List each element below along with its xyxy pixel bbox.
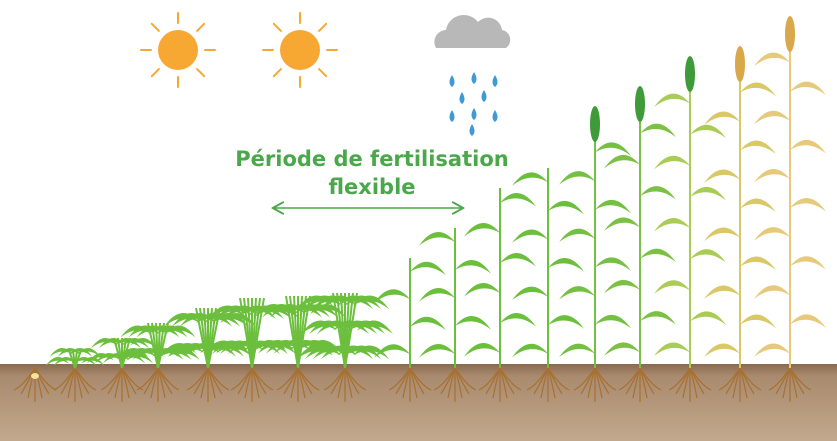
leaf bbox=[654, 94, 690, 108]
leaf bbox=[690, 249, 726, 263]
leaf bbox=[690, 125, 726, 139]
annotation-line: Période de fertilisation bbox=[235, 147, 508, 171]
rain-drop bbox=[493, 110, 498, 122]
leaf bbox=[455, 316, 491, 330]
leaf bbox=[654, 342, 690, 356]
leaf bbox=[604, 280, 640, 294]
leaf bbox=[640, 124, 676, 138]
ear bbox=[685, 56, 695, 92]
leaf bbox=[500, 193, 536, 207]
sun bbox=[158, 30, 198, 70]
leaf bbox=[419, 288, 455, 302]
leaf bbox=[790, 256, 826, 270]
leaf bbox=[559, 286, 595, 300]
leaf bbox=[740, 141, 776, 155]
leaf bbox=[512, 344, 548, 358]
leaf bbox=[690, 311, 726, 325]
ear bbox=[635, 86, 645, 122]
leaf bbox=[464, 343, 500, 357]
leaf bbox=[704, 170, 740, 184]
leaf bbox=[595, 315, 631, 329]
leaf bbox=[604, 217, 640, 231]
leaf bbox=[790, 314, 826, 328]
leaf bbox=[559, 229, 595, 243]
leaf bbox=[604, 342, 640, 356]
leaf bbox=[690, 187, 726, 201]
leaf bbox=[419, 232, 455, 246]
leaf bbox=[754, 285, 790, 299]
leaf bbox=[704, 344, 740, 358]
sun bbox=[280, 30, 320, 70]
sun-ray bbox=[274, 69, 281, 76]
rain-drop bbox=[470, 124, 475, 136]
ear bbox=[735, 46, 745, 82]
leaf bbox=[548, 201, 584, 215]
leaf bbox=[548, 315, 584, 329]
leaf bbox=[740, 199, 776, 213]
leaf bbox=[410, 317, 446, 331]
sun-ray bbox=[152, 69, 159, 76]
leaf bbox=[704, 112, 740, 126]
leaf bbox=[704, 228, 740, 242]
sun-ray bbox=[197, 69, 204, 76]
rain-drop bbox=[493, 75, 498, 87]
leaf bbox=[754, 111, 790, 125]
leaf bbox=[790, 82, 826, 96]
leaf bbox=[654, 156, 690, 170]
ear bbox=[590, 106, 600, 142]
leaf bbox=[754, 227, 790, 241]
sun-ray bbox=[319, 69, 326, 76]
leaf bbox=[455, 260, 491, 274]
sun-ray bbox=[152, 24, 159, 31]
leaf bbox=[512, 287, 548, 301]
leaf bbox=[604, 155, 640, 169]
rain-drop bbox=[460, 92, 465, 104]
rain-drop bbox=[482, 90, 487, 102]
illustration: Période de fertilisation flexible bbox=[0, 0, 837, 441]
leaf bbox=[740, 83, 776, 97]
leaf bbox=[500, 253, 536, 267]
rain-drop bbox=[472, 108, 477, 120]
leaf bbox=[640, 311, 676, 325]
rain-drop bbox=[450, 110, 455, 122]
leaf bbox=[548, 258, 584, 272]
leaf bbox=[740, 257, 776, 271]
leaf bbox=[559, 171, 595, 185]
seed bbox=[31, 373, 39, 379]
leaf bbox=[640, 249, 676, 263]
sun-ray bbox=[274, 24, 281, 31]
leaf bbox=[790, 140, 826, 154]
leaf bbox=[595, 200, 631, 214]
leaf bbox=[754, 53, 790, 67]
leaf bbox=[410, 262, 446, 276]
leaf bbox=[654, 218, 690, 232]
leaf bbox=[595, 257, 631, 271]
leaf bbox=[640, 186, 676, 200]
leaf bbox=[500, 313, 536, 327]
leaf bbox=[704, 286, 740, 300]
sun-ray bbox=[197, 24, 204, 31]
sun-ray bbox=[319, 24, 326, 31]
ear bbox=[785, 16, 795, 52]
leaf bbox=[559, 344, 595, 358]
leaf bbox=[754, 169, 790, 183]
weather bbox=[141, 13, 510, 136]
leaf bbox=[464, 283, 500, 297]
leaf bbox=[512, 229, 548, 243]
annotation-line: flexible bbox=[328, 175, 415, 199]
leaf bbox=[419, 344, 455, 358]
rain-drop bbox=[450, 75, 455, 87]
leaf bbox=[790, 198, 826, 212]
leaf bbox=[754, 343, 790, 357]
leaf bbox=[464, 223, 500, 237]
plants bbox=[14, 16, 826, 402]
rain-drop bbox=[472, 72, 477, 84]
leaf bbox=[740, 315, 776, 329]
leaf bbox=[595, 142, 631, 156]
cloud bbox=[434, 15, 510, 48]
leaf bbox=[654, 280, 690, 294]
leaf bbox=[512, 172, 548, 186]
